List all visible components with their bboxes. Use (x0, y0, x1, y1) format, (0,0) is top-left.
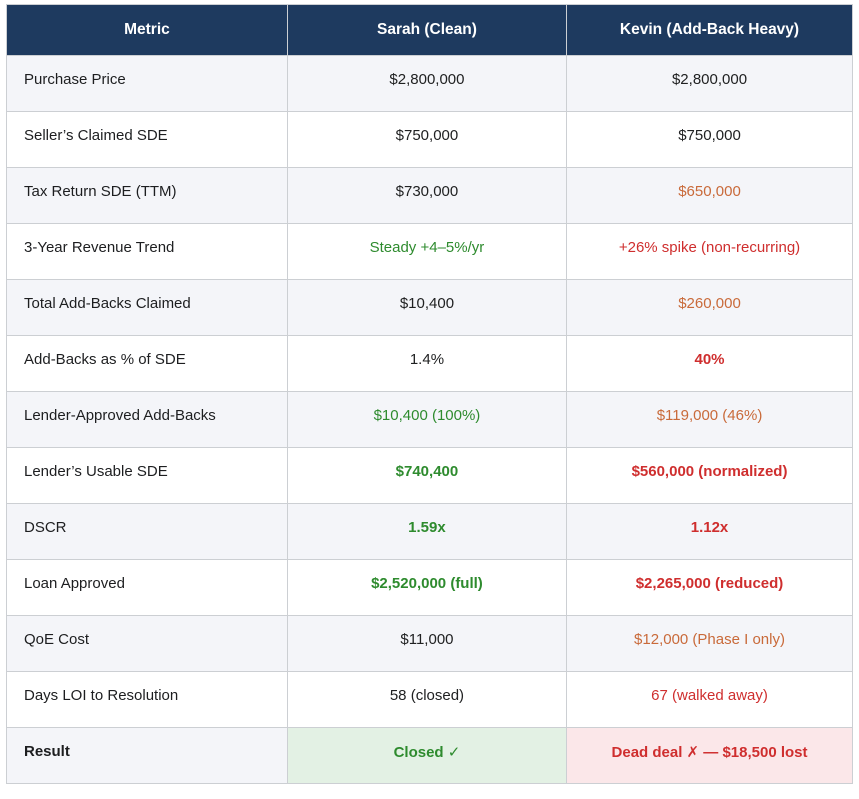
metric-cell: QoE Cost (6, 615, 288, 672)
result-row: Result Closed ✓ Dead deal ✗ — $18,500 lo… (6, 727, 853, 784)
sarah-value-cell: $11,000 (286, 615, 568, 672)
comparison-table: Metric Sarah (Clean) Kevin (Add-Back Hea… (6, 4, 853, 784)
sarah-value-cell: $2,800,000 (286, 55, 568, 112)
kevin-value-cell: $2,265,000 (reduced) (566, 559, 853, 616)
kevin-result-cell: Dead deal ✗ — $18,500 lost (566, 727, 853, 784)
table-row: Loan Approved $2,520,000 (full) $2,265,0… (6, 559, 853, 616)
metric-cell: DSCR (6, 503, 288, 560)
table-row: 3-Year Revenue Trend Steady +4–5%/yr +26… (6, 223, 853, 280)
metric-cell: 3-Year Revenue Trend (6, 223, 288, 280)
sarah-value-cell: 1.59x (286, 503, 568, 560)
metric-cell: Loan Approved (6, 559, 288, 616)
table-row: Lender-Approved Add-Backs $10,400 (100%)… (6, 391, 853, 448)
table-row: QoE Cost $11,000 $12,000 (Phase I only) (6, 615, 853, 672)
metric-cell: Seller’s Claimed SDE (6, 111, 288, 168)
sarah-value-cell: $740,400 (286, 447, 568, 504)
kevin-value-cell: $260,000 (566, 279, 853, 336)
table-row: Total Add-Backs Claimed $10,400 $260,000 (6, 279, 853, 336)
table-row: Lender’s Usable SDE $740,400 $560,000 (n… (6, 447, 853, 504)
metric-cell: Purchase Price (6, 55, 288, 112)
metric-cell: Result (6, 727, 288, 784)
sarah-value-cell: $10,400 (286, 279, 568, 336)
sarah-value-cell: 1.4% (286, 335, 568, 392)
table-row: Days LOI to Resolution 58 (closed) 67 (w… (6, 671, 853, 728)
kevin-value-cell: +26% spike (non-recurring) (566, 223, 853, 280)
metric-cell: Total Add-Backs Claimed (6, 279, 288, 336)
kevin-value-cell: $119,000 (46%) (566, 391, 853, 448)
column-header-kevin: Kevin (Add-Back Heavy) (566, 4, 853, 56)
metric-cell: Lender’s Usable SDE (6, 447, 288, 504)
kevin-value-cell: $2,800,000 (566, 55, 853, 112)
metric-cell: Lender-Approved Add-Backs (6, 391, 288, 448)
sarah-value-cell: $10,400 (100%) (286, 391, 568, 448)
kevin-value-cell: $650,000 (566, 167, 853, 224)
metric-cell: Days LOI to Resolution (6, 671, 288, 728)
kevin-value-cell: 40% (566, 335, 853, 392)
sarah-result-cell: Closed ✓ (286, 727, 568, 784)
kevin-value-cell: $12,000 (Phase I only) (566, 615, 853, 672)
table-body: Purchase Price $2,800,000 $2,800,000 Sel… (6, 55, 853, 784)
kevin-value-cell: 1.12x (566, 503, 853, 560)
table-row: Purchase Price $2,800,000 $2,800,000 (6, 55, 853, 112)
column-header-metric: Metric (6, 4, 288, 56)
column-header-sarah: Sarah (Clean) (286, 4, 568, 56)
sarah-value-cell: $2,520,000 (full) (286, 559, 568, 616)
metric-cell: Add-Backs as % of SDE (6, 335, 288, 392)
kevin-value-cell: $750,000 (566, 111, 853, 168)
sarah-value-cell: $730,000 (286, 167, 568, 224)
metric-cell: Tax Return SDE (TTM) (6, 167, 288, 224)
table-header: Metric Sarah (Clean) Kevin (Add-Back Hea… (6, 4, 853, 56)
kevin-value-cell: $560,000 (normalized) (566, 447, 853, 504)
sarah-value-cell: Steady +4–5%/yr (286, 223, 568, 280)
sarah-value-cell: $750,000 (286, 111, 568, 168)
header-row: Metric Sarah (Clean) Kevin (Add-Back Hea… (6, 4, 853, 56)
table-row: Seller’s Claimed SDE $750,000 $750,000 (6, 111, 853, 168)
table-row: Tax Return SDE (TTM) $730,000 $650,000 (6, 167, 853, 224)
table-row: Add-Backs as % of SDE 1.4% 40% (6, 335, 853, 392)
kevin-value-cell: 67 (walked away) (566, 671, 853, 728)
table-row: DSCR 1.59x 1.12x (6, 503, 853, 560)
sarah-value-cell: 58 (closed) (286, 671, 568, 728)
